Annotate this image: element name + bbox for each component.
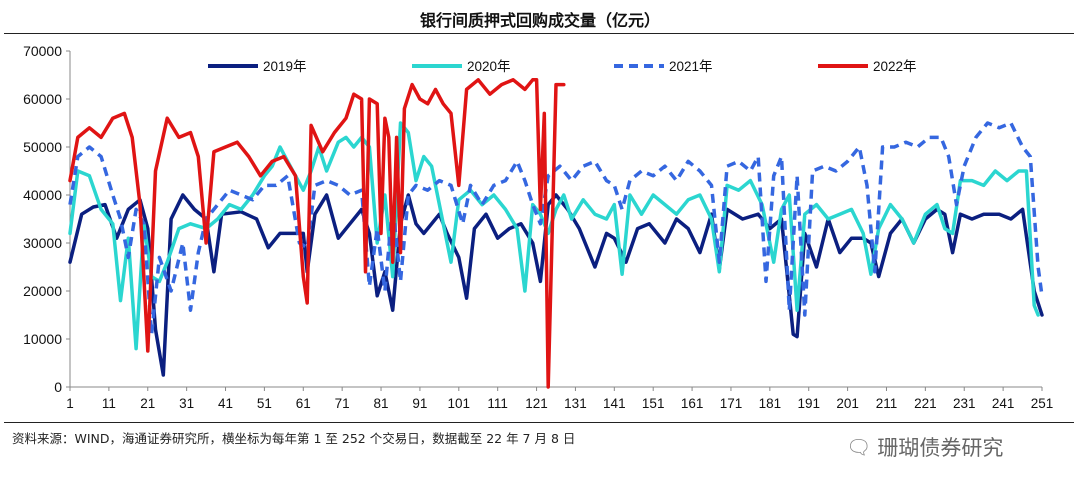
- x-tick-label: 41: [218, 396, 233, 411]
- x-tick-label: 51: [257, 396, 272, 411]
- x-tick-label: 21: [140, 396, 155, 411]
- x-tick-label: 161: [681, 396, 704, 411]
- x-tick-label: 31: [179, 396, 194, 411]
- x-tick-label: 91: [412, 396, 427, 411]
- x-tick-label: 81: [374, 396, 389, 411]
- y-tick-label: 0: [54, 379, 62, 395]
- legend-label-4: 2022年: [873, 59, 917, 74]
- x-tick-label: 191: [797, 396, 820, 411]
- y-tick-label: 60000: [23, 91, 62, 107]
- series-line-2: [68, 121, 1040, 351]
- wechat-icon: 🗨: [846, 435, 872, 459]
- x-tick-label: 171: [720, 396, 743, 411]
- brand-name: 珊瑚债券研究: [877, 436, 1004, 460]
- x-tick-label: 231: [953, 396, 976, 411]
- x-tick-label: 131: [564, 396, 587, 411]
- y-tick-label: 70000: [23, 43, 62, 59]
- x-tick-label: 201: [836, 396, 859, 411]
- x-tick-label: 11: [102, 396, 116, 411]
- brand-watermark: 🗨 珊瑚债券研究: [846, 432, 1003, 462]
- x-tick-label: 241: [992, 396, 1015, 411]
- x-tick-label: 181: [759, 396, 782, 411]
- legend-label-2: 2020年: [467, 59, 511, 74]
- x-tick-label: 121: [525, 396, 548, 411]
- x-tick-label: 1: [66, 396, 74, 411]
- x-tick-label: 251: [1031, 396, 1054, 411]
- x-tick-label: 141: [603, 396, 626, 411]
- series-line-1: [68, 193, 1044, 377]
- legend-label-1: 2019年: [263, 59, 307, 74]
- x-tick-label: 211: [876, 396, 898, 411]
- x-tick-label: 151: [642, 396, 665, 411]
- x-tick-label: 101: [448, 396, 471, 411]
- legend-label-3: 2021年: [669, 59, 713, 74]
- x-tick-label: 111: [487, 396, 508, 411]
- x-tick-label: 71: [335, 396, 350, 411]
- y-tick-label: 50000: [23, 139, 62, 155]
- y-tick-label: 40000: [23, 187, 62, 203]
- y-tick-label: 20000: [23, 283, 62, 299]
- chart-title: 银行间质押式回购成交量（亿元）: [419, 11, 660, 30]
- x-tick-label: 61: [296, 396, 311, 411]
- y-tick-label: 30000: [23, 235, 62, 251]
- x-tick-label: 221: [914, 396, 937, 411]
- source-note: 资料来源：WIND，海通证券研究所，横坐标为每年第 1 至 252 个交易日，数…: [12, 431, 576, 446]
- series-line-4: [68, 78, 566, 389]
- title-divider: [4, 33, 1074, 34]
- source-divider: [4, 422, 1074, 423]
- y-tick-label: 10000: [23, 331, 62, 347]
